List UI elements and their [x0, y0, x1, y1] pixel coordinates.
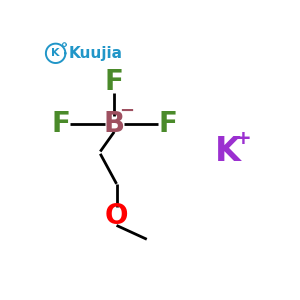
Text: F: F [158, 110, 177, 138]
Text: K: K [215, 135, 241, 168]
Text: F: F [105, 68, 124, 96]
Text: B: B [104, 110, 125, 138]
Text: O: O [105, 202, 128, 230]
Text: +: + [235, 129, 252, 148]
Text: F: F [51, 110, 70, 138]
Text: Kuujia: Kuujia [69, 46, 123, 61]
Text: −: − [119, 102, 135, 120]
Text: K: K [51, 48, 60, 58]
